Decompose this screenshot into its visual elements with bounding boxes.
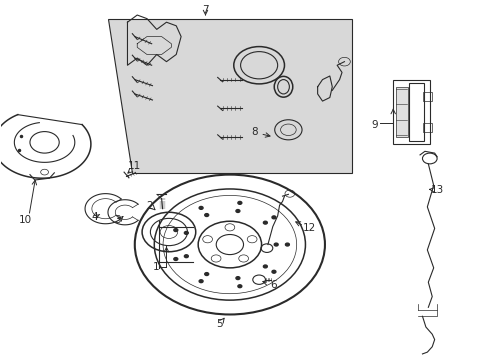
Bar <box>408 83 423 140</box>
Circle shape <box>238 202 242 204</box>
Text: 4: 4 <box>91 212 98 221</box>
Circle shape <box>204 273 208 275</box>
Bar <box>423 92 431 101</box>
Text: 10: 10 <box>19 215 32 225</box>
Circle shape <box>271 270 275 273</box>
Text: 6: 6 <box>269 280 276 290</box>
Text: 11: 11 <box>128 161 141 171</box>
Circle shape <box>174 258 178 260</box>
Circle shape <box>199 280 203 283</box>
Circle shape <box>184 231 188 234</box>
Circle shape <box>274 243 278 246</box>
Circle shape <box>236 277 240 279</box>
Polygon shape <box>108 19 351 173</box>
Circle shape <box>285 243 289 246</box>
Text: 13: 13 <box>430 185 443 195</box>
Bar <box>423 123 431 132</box>
Text: 5: 5 <box>215 319 222 329</box>
Circle shape <box>199 207 203 209</box>
Text: 12: 12 <box>302 224 315 233</box>
Circle shape <box>236 210 240 212</box>
Circle shape <box>263 221 267 224</box>
Text: 8: 8 <box>250 127 269 137</box>
Text: 9: 9 <box>370 120 377 130</box>
Bar <box>392 80 429 144</box>
Text: 1: 1 <box>152 262 159 272</box>
Circle shape <box>174 229 178 231</box>
Circle shape <box>238 285 242 288</box>
Text: 3: 3 <box>114 215 121 225</box>
Circle shape <box>204 213 208 216</box>
Circle shape <box>271 216 275 219</box>
Circle shape <box>263 265 267 268</box>
Text: 7: 7 <box>202 5 208 15</box>
Circle shape <box>184 255 188 258</box>
Text: 2: 2 <box>146 201 152 211</box>
Bar <box>395 87 407 137</box>
